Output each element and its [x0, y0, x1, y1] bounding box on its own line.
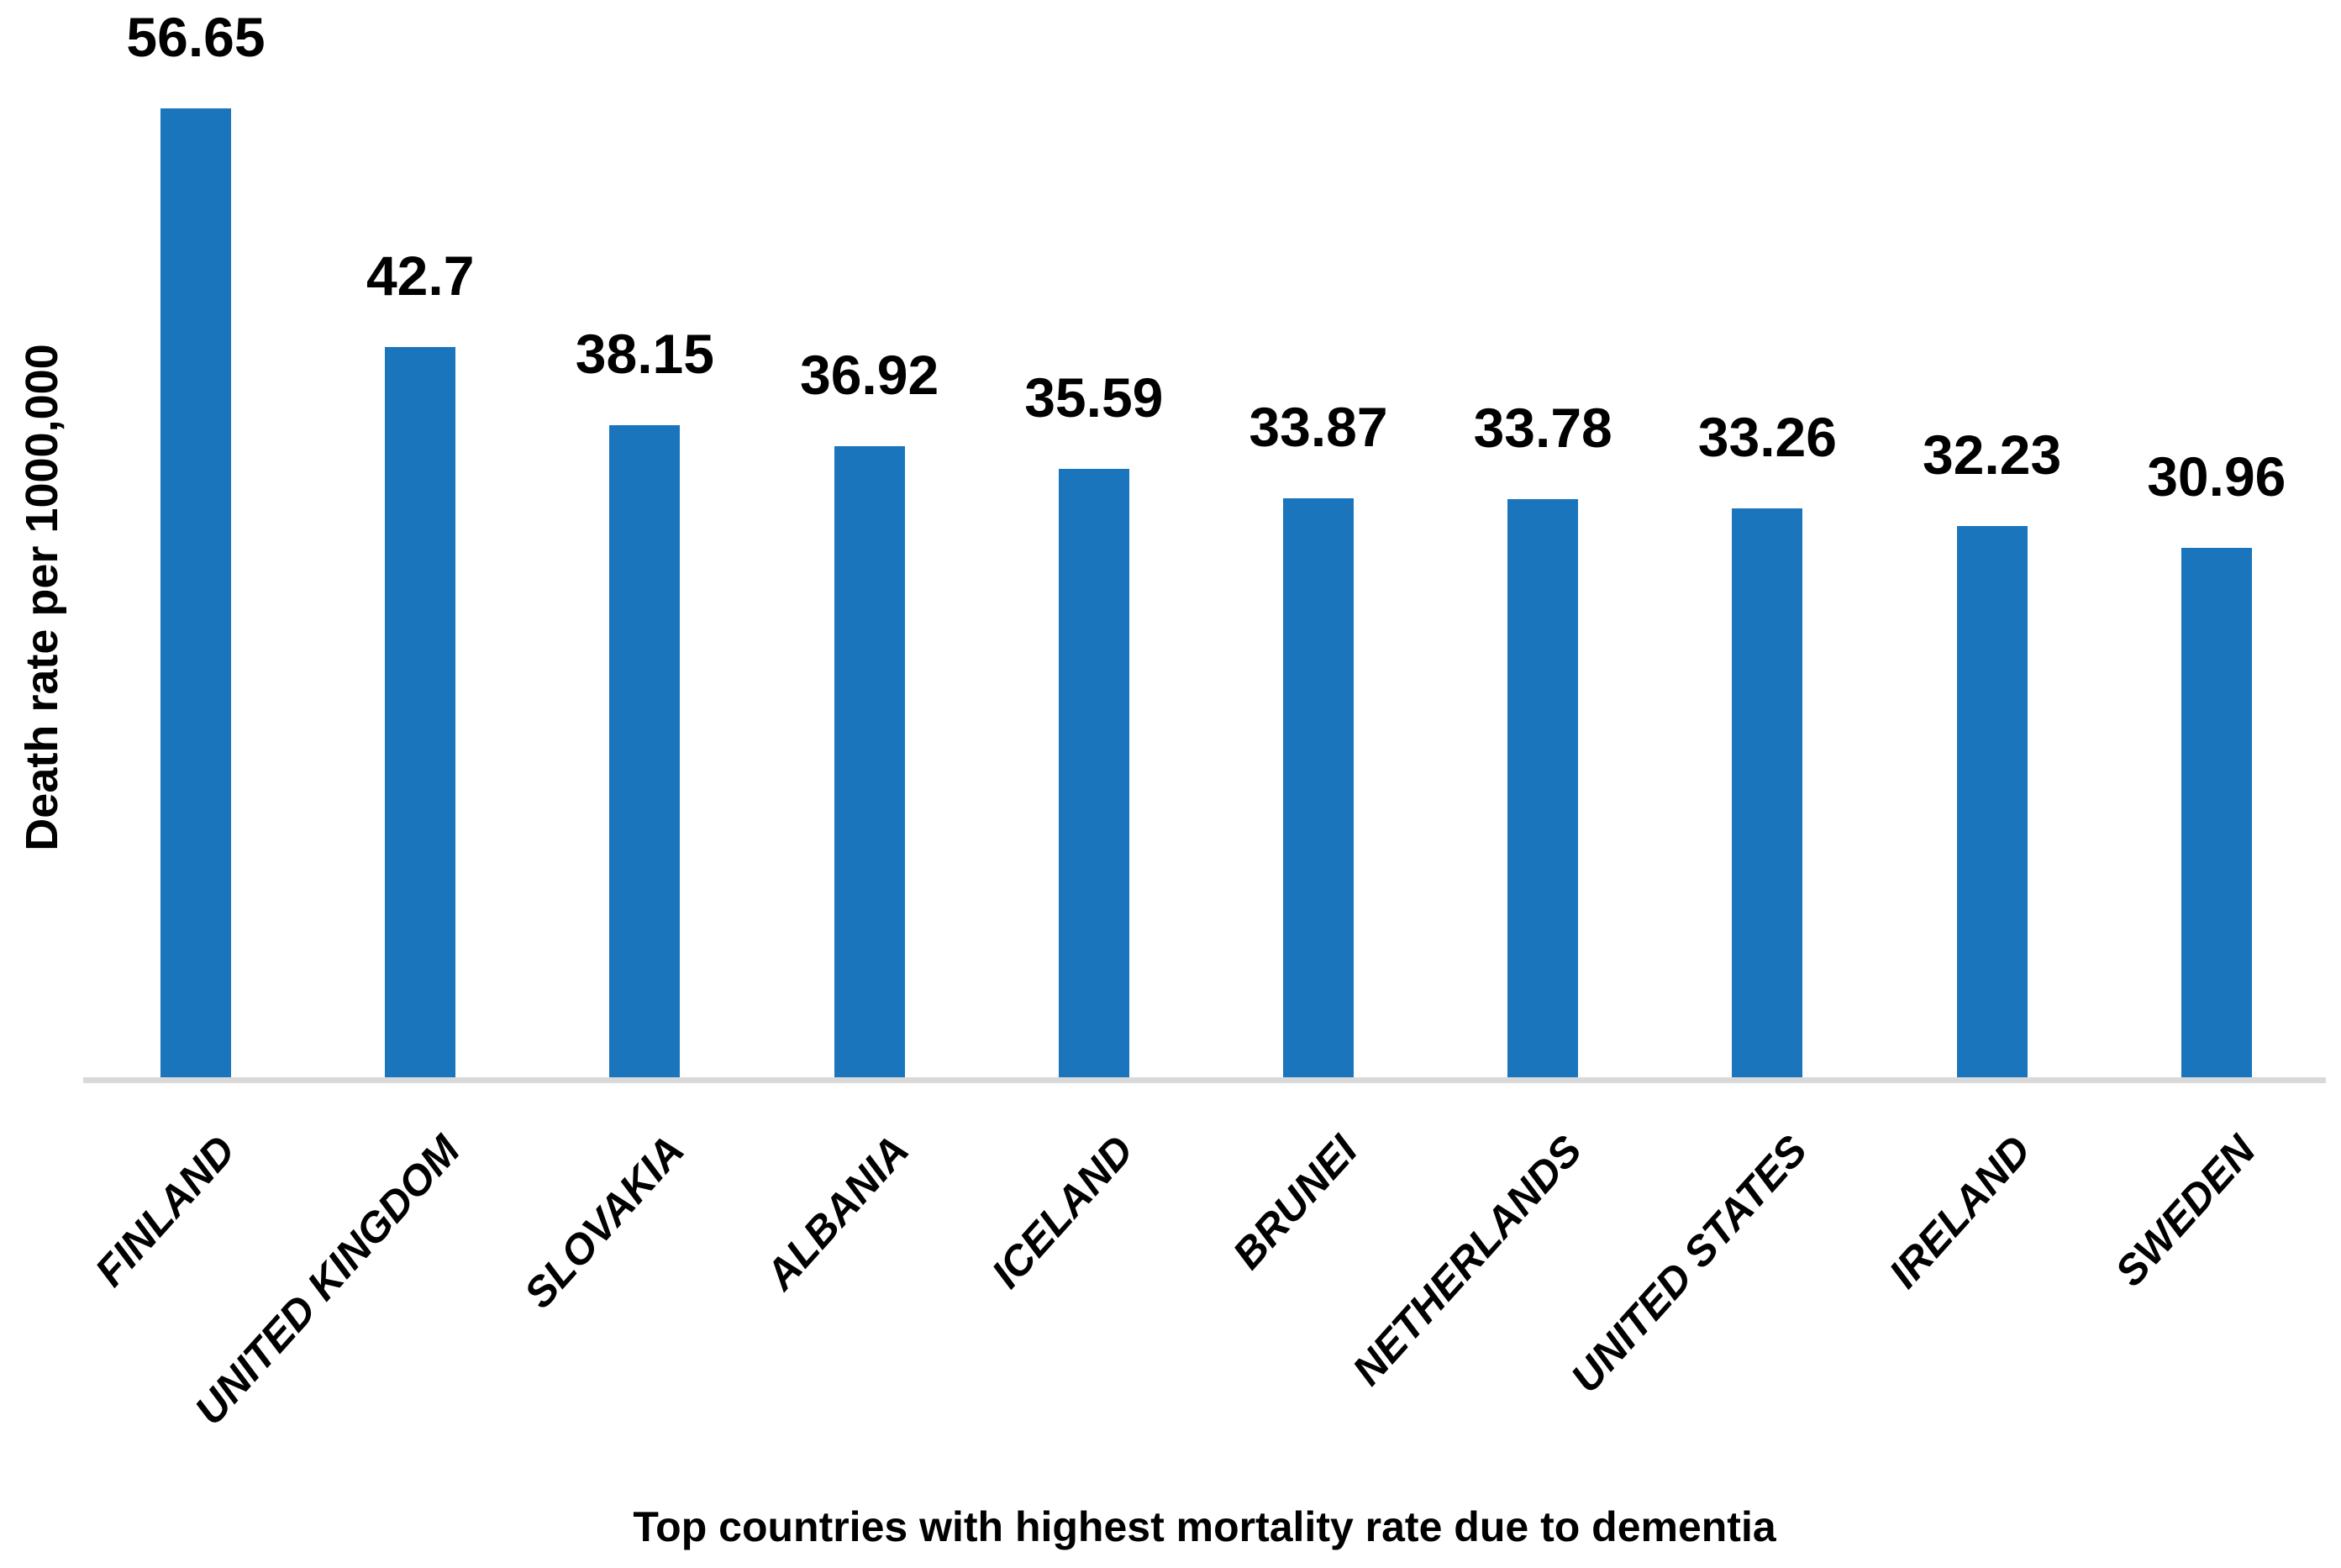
- x-axis-tick-label-ireland: IRELAND: [1880, 1126, 2040, 1297]
- x-axis-tick-label-sweden: SWEDEN: [2106, 1126, 2265, 1296]
- value-label-netherlands: 33.78: [1473, 397, 1612, 459]
- bar-brunei: [1283, 498, 1354, 1077]
- value-label-brunei: 33.87: [1249, 396, 1388, 458]
- value-label-ireland: 32.23: [1923, 424, 2062, 486]
- bar-finland: [160, 108, 231, 1077]
- x-axis-tick-label-finland: FINLAND: [85, 1126, 245, 1296]
- x-axis-tick-label-albania: ALBANIA: [755, 1126, 918, 1299]
- y-axis-title: Death rate per 1000,000: [17, 344, 67, 851]
- value-label-iceland: 35.59: [1024, 366, 1164, 429]
- x-axis-tick-label-united-states: UNITED STATES: [1561, 1126, 1816, 1402]
- value-label-united-states: 33.26: [1697, 406, 1837, 468]
- value-label-finland: 56.65: [126, 6, 266, 68]
- bar-slovakia: [609, 425, 681, 1077]
- bar-united-kingdom: [385, 347, 456, 1077]
- x-axis-tick-label-brunei: BRUNEI: [1223, 1126, 1367, 1278]
- bar-albania: [834, 446, 905, 1077]
- value-label-albania: 36.92: [800, 344, 939, 406]
- x-axis-line: [83, 1077, 2326, 1083]
- bar-sweden: [2181, 548, 2252, 1077]
- x-axis-title: Top countries with highest mortality rat…: [633, 1503, 1776, 1550]
- bar-netherlands: [1507, 499, 1579, 1077]
- value-label-sweden: 30.96: [2147, 445, 2286, 508]
- x-axis-tick-label-iceland: ICELAND: [981, 1126, 1143, 1297]
- x-axis-tick-label-slovakia: SLOVAKIA: [514, 1126, 693, 1318]
- bar-iceland: [1058, 469, 1129, 1077]
- bar-ireland: [1956, 526, 2028, 1077]
- bar-united-states: [1732, 508, 1803, 1077]
- value-label-slovakia: 38.15: [575, 323, 714, 385]
- value-label-united-kingdom: 42.7: [366, 245, 475, 307]
- x-axis-tick-label-netherlands: NETHERLANDS: [1344, 1126, 1591, 1394]
